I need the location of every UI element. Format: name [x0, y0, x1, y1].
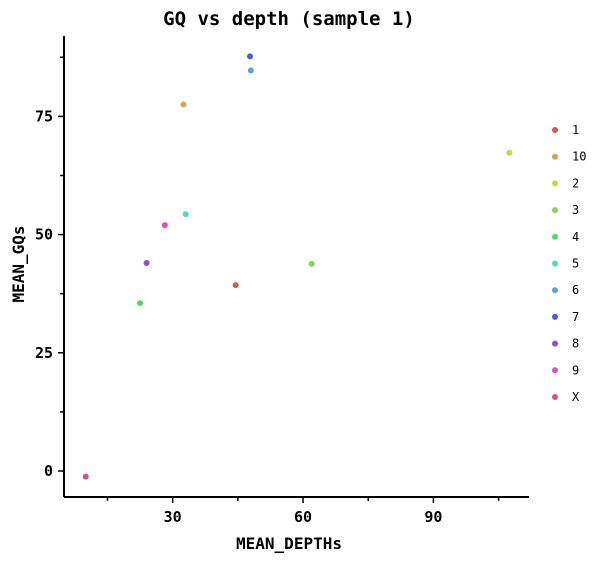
- y-axis-title: MEAN_GQs: [9, 225, 28, 302]
- legend: 1 10 2 3 4 5 6 7 8 9 X: [552, 123, 586, 404]
- x-tick-label: 60: [294, 508, 312, 526]
- y-tick-label: 25: [35, 344, 53, 362]
- data-point: [247, 67, 254, 74]
- data-point: [180, 101, 187, 108]
- legend-label: 2: [572, 176, 579, 190]
- legend-marker: [552, 153, 558, 160]
- legend-marker: [552, 260, 558, 267]
- legend-marker: [552, 127, 558, 133]
- legend-label: 9: [572, 363, 579, 377]
- data-point: [143, 259, 150, 266]
- legend-label: X: [572, 390, 580, 404]
- data-point: [182, 211, 189, 218]
- legend-label: 5: [572, 257, 579, 271]
- x-axis-title: MEAN_DEPTHs: [236, 534, 342, 553]
- x-axis-ticks: 30 60 90: [106, 497, 500, 526]
- y-tick-label: 75: [35, 107, 53, 125]
- legend-marker: [552, 394, 558, 400]
- x-tick-label: 90: [424, 508, 442, 526]
- y-tick-label: 0: [44, 462, 53, 480]
- y-tick-label: 50: [35, 226, 53, 244]
- legend-label: 1: [572, 123, 579, 137]
- data-point: [247, 53, 253, 60]
- data-point: [506, 149, 513, 156]
- legend-label: 8: [572, 337, 579, 351]
- chart-title: GQ vs depth (sample 1): [163, 8, 415, 30]
- legend-marker: [552, 287, 558, 294]
- y-axis-ticks: 0 25 50 75: [35, 56, 64, 480]
- legend-label: 7: [572, 310, 579, 324]
- legend-marker: [552, 367, 558, 374]
- legend-marker: [552, 313, 558, 320]
- legend-label: 3: [572, 203, 579, 217]
- data-point: [308, 260, 315, 267]
- legend-marker: [552, 233, 558, 240]
- legend-label: 6: [572, 283, 579, 297]
- legend-marker: [552, 180, 558, 187]
- data-point: [161, 222, 168, 229]
- legend-marker: [552, 207, 558, 214]
- legend-label: 10: [572, 150, 586, 164]
- plot-area: [82, 53, 513, 480]
- x-tick-label: 30: [164, 508, 182, 526]
- data-point: [137, 300, 144, 307]
- legend-marker: [552, 340, 558, 347]
- legend-label: 4: [572, 230, 579, 244]
- data-point: [82, 473, 89, 480]
- data-point: [232, 282, 239, 289]
